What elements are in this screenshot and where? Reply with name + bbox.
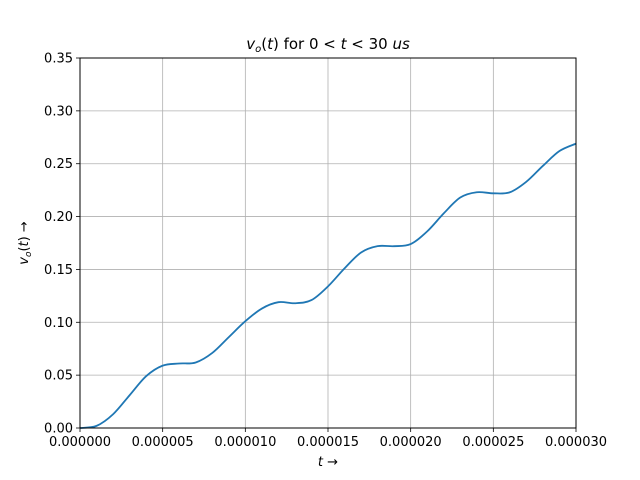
chart-title: vo(t) for 0 < t < 30 us bbox=[246, 35, 410, 55]
y-tick-label: 0.15 bbox=[44, 263, 73, 278]
x-axis-label: t → bbox=[318, 455, 338, 470]
y-tick-label: 0.20 bbox=[44, 210, 73, 225]
y-axis-label: vo(t) → bbox=[17, 221, 34, 265]
grid-lines bbox=[79, 57, 577, 429]
y-tick-label: 0.05 bbox=[44, 369, 73, 384]
y-axis-ticks: 0.00 0.05 0.10 0.15 0.20 0.25 0.30 0.35 bbox=[44, 52, 80, 437]
x-tick-label: 0.000025 bbox=[462, 435, 524, 450]
x-tick-label: 0.000005 bbox=[132, 435, 194, 450]
series-line bbox=[79, 142, 577, 429]
x-tick-label: 0.000000 bbox=[49, 435, 111, 450]
y-tick-label: 0.35 bbox=[44, 52, 73, 67]
y-tick-label: 0.00 bbox=[44, 422, 73, 437]
x-tick-label: 0.000020 bbox=[380, 435, 442, 450]
y-tick-label: 0.10 bbox=[44, 316, 73, 331]
y-tick-label: 0.25 bbox=[44, 157, 73, 172]
x-tick-label: 0.000030 bbox=[545, 435, 607, 450]
x-tick-label: 0.000010 bbox=[214, 435, 276, 450]
x-axis-ticks: 0.000000 0.000005 0.000010 0.000015 0.000020… bbox=[49, 428, 607, 450]
y-tick-label: 0.30 bbox=[44, 104, 73, 119]
series-layer bbox=[79, 142, 577, 429]
x-tick-label: 0.000015 bbox=[297, 435, 359, 450]
